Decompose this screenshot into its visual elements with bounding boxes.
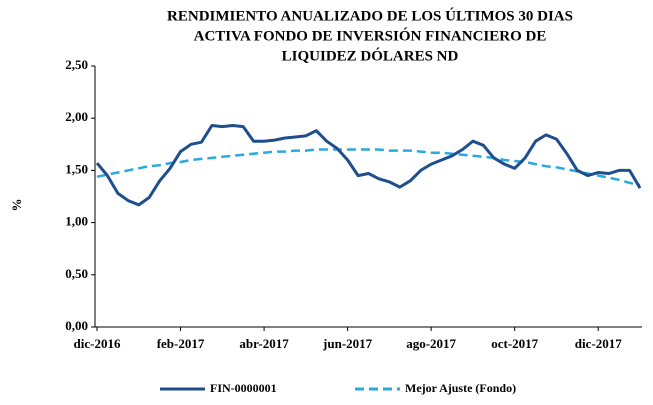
y-tick-label: 2,50 — [65, 57, 88, 72]
x-tick-label: ago-2017 — [406, 336, 456, 351]
y-tick-label: 1,00 — [65, 214, 88, 229]
x-tick-label: jun-2017 — [322, 336, 373, 351]
x-tick-label: feb-2017 — [157, 336, 205, 351]
y-axis-label: % — [9, 199, 24, 212]
x-tick-label: oct-2017 — [491, 336, 538, 351]
legend-label: FIN-0000001 — [210, 381, 277, 395]
y-tick-label: 1,50 — [65, 161, 88, 176]
y-tick-label: 2,00 — [65, 109, 88, 124]
chart-title: ACTIVA FONDO DE INVERSIÓN FINANCIERO DE — [194, 27, 547, 44]
x-tick-label: dic-2017 — [575, 336, 622, 351]
y-tick-label: 0,00 — [65, 318, 88, 333]
series-line — [96, 148, 641, 187]
chart-title: LIQUIDEZ DÓLARES ND — [282, 47, 459, 64]
legend-label: Mejor Ajuste (Fondo) — [405, 381, 516, 395]
chart-title: RENDIMIENTO ANUALIZADO DE LOS ÚLTIMOS 30… — [167, 7, 573, 24]
series-line — [95, 124, 642, 207]
x-tick-label: dic-2016 — [74, 336, 121, 351]
y-tick-label: 0,50 — [65, 266, 88, 281]
x-tick-label: abr-2017 — [239, 336, 289, 351]
